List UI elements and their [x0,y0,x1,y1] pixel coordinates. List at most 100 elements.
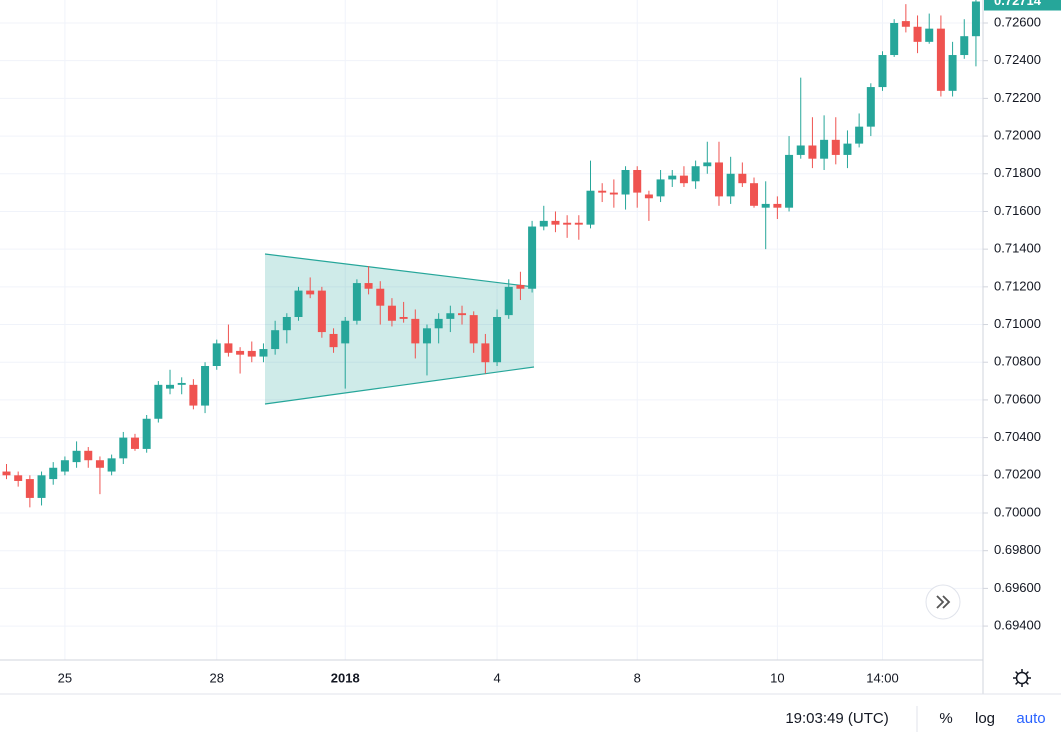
candle-body [294,290,303,317]
y-tick-label: 0.70400 [994,429,1041,444]
candle-body [960,36,969,56]
candle-body [796,145,805,155]
candle-body [306,290,315,295]
candle-body [271,330,280,350]
y-tick-label: 0.69400 [994,618,1041,633]
last-price-badge [984,0,1061,11]
candle-body [2,471,11,476]
candle-body [84,450,93,461]
candle-body [808,145,817,159]
candle-body [387,305,396,321]
candle-body [551,220,560,225]
candle-body [925,28,934,42]
candle-body [574,222,583,225]
settings-gear[interactable] [1013,669,1031,687]
candle-body [434,318,443,329]
candle-body [14,475,23,481]
candle-body [72,450,81,463]
x-tick-label: 28 [210,670,224,685]
y-tick-label: 0.70600 [994,391,1041,406]
candle-body [212,343,221,366]
candle-body [224,343,233,353]
candle-body [528,226,537,289]
clock: 19:03:49 (UTC) [785,710,888,727]
percent-toggle[interactable]: % [939,710,952,727]
candle-body [119,437,128,459]
y-tick-label: 0.71600 [994,203,1041,218]
x-tick-label: 4 [493,670,500,685]
candle-body [166,384,175,389]
last-price-label: 0.72714 [994,0,1042,8]
candle-body [668,175,677,180]
y-tick-label: 0.72200 [994,90,1041,105]
candle-body [469,315,478,344]
candle-body [831,139,840,155]
candle-body [691,166,700,182]
candle-body [154,384,163,419]
candle-body [422,328,431,344]
gear-ring [1015,671,1029,685]
y-tick-label: 0.69800 [994,542,1041,557]
candle-body [352,283,361,321]
candle-body [399,316,408,319]
candle-body [364,283,373,289]
candle-body [750,183,759,206]
candle-body [259,349,268,357]
triangle-pattern[interactable] [265,254,534,404]
candle-body [948,55,957,91]
candle-body [563,222,572,225]
candle-body [107,458,116,472]
candle-body [703,162,712,167]
y-tick-label: 0.72000 [994,128,1041,143]
candle-body [516,284,525,289]
candle-body [329,333,338,348]
candle-body [60,460,69,472]
gear-teeth [1013,669,1031,687]
candle-body [971,1,980,37]
candle-body [586,190,595,225]
candle-body [539,220,548,227]
log-toggle[interactable]: log [975,710,995,727]
candle-body [177,382,186,385]
y-tick-label: 0.71400 [994,241,1041,256]
candle-body [411,318,420,344]
candle-body [738,173,747,184]
candle-body [820,139,829,159]
candle-body [855,126,864,144]
x-tick-label: 2018 [331,670,360,685]
candle-body [878,55,887,88]
candle-body [761,203,770,208]
y-tick-label: 0.72600 [994,14,1041,29]
triangle-lower-line[interactable] [264,366,535,405]
candle-body [644,194,653,199]
candle-body [236,350,245,355]
candle-body [282,316,291,331]
candle-body [901,21,910,27]
candle-body [458,313,467,316]
candle-body [481,343,490,363]
candle-body [936,28,945,91]
candle-body [504,286,513,316]
candle-body [866,87,875,127]
candle-body [130,437,139,449]
candle-body [317,290,326,333]
y-tick-label: 0.71200 [994,278,1041,293]
x-tick-label: 25 [58,670,72,685]
y-tick-label: 0.70800 [994,354,1041,369]
candle-body [890,22,899,56]
candle-body [446,313,455,319]
x-tick-label: 8 [634,670,641,685]
x-tick-label: 14:00 [866,670,899,685]
x-tick-label: 10 [770,670,784,685]
triangle-upper-line[interactable] [264,253,535,288]
candle-body [598,190,607,193]
candle-body [341,320,350,344]
candle-body [633,169,642,193]
y-tick-label: 0.70000 [994,504,1041,519]
candle-body [726,173,735,197]
candle-body [189,384,198,406]
candle-body [95,460,104,468]
auto-toggle[interactable]: auto [1016,710,1045,727]
